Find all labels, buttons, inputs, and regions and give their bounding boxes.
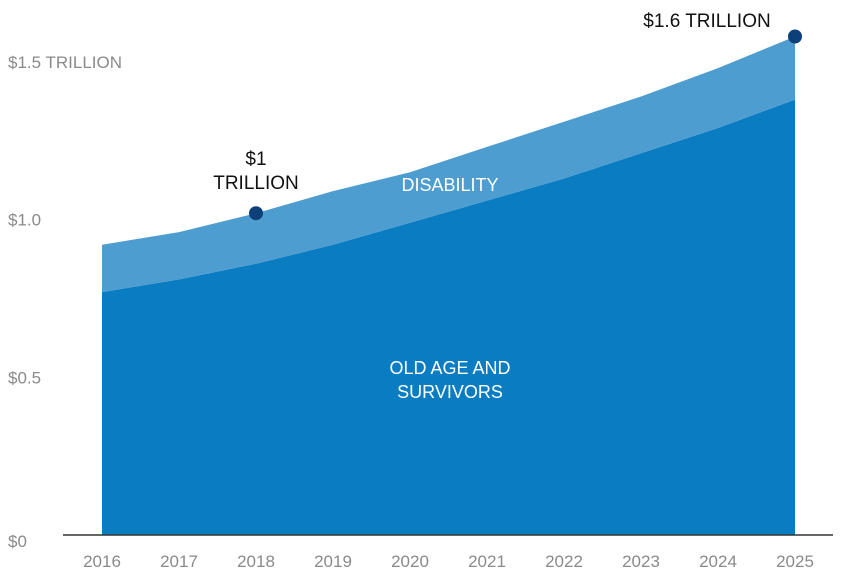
x-tick-label: 2025 bbox=[776, 552, 814, 571]
x-tick-label: 2020 bbox=[391, 552, 429, 571]
series-area-old-age-and-survivors bbox=[102, 99, 795, 535]
series-label: SURVIVORS bbox=[397, 382, 503, 402]
x-tick-label: 2016 bbox=[83, 552, 121, 571]
axes-layer: 2016 2017 2018 2019 2020 2021 2022 2023 2024 2025… bbox=[8, 53, 833, 571]
y-tick-label: $1.5 TRILLION bbox=[8, 53, 122, 72]
y-tick-label: $1.0 bbox=[8, 211, 41, 230]
y-tick-label: $0.5 bbox=[8, 368, 41, 387]
x-tick-label: 2023 bbox=[622, 552, 660, 571]
x-tick-label: 2024 bbox=[699, 552, 737, 571]
annotation-label: $1 bbox=[245, 149, 266, 170]
series-area-disability bbox=[102, 36, 795, 293]
x-tick-label: 2018 bbox=[237, 552, 275, 571]
series-labels: OLD AGE AND SURVIVORS DISABILITY bbox=[389, 175, 510, 402]
x-tick-label: 2019 bbox=[314, 552, 352, 571]
area-layer bbox=[102, 36, 795, 535]
annotation-marker bbox=[788, 29, 802, 44]
annotations-layer: $1 TRILLION $1.6 TRILLION bbox=[213, 11, 802, 221]
series-label: DISABILITY bbox=[401, 175, 498, 195]
y-tick-label: $0 bbox=[8, 532, 27, 551]
x-tick-label: 2017 bbox=[160, 552, 198, 571]
annotation-label: $1.6 TRILLION bbox=[643, 11, 770, 32]
series-label: OLD AGE AND bbox=[389, 358, 510, 378]
annotation-label: TRILLION bbox=[213, 173, 299, 194]
annotation-marker bbox=[249, 206, 263, 221]
x-tick-label: 2022 bbox=[545, 552, 583, 571]
x-tick-label: 2021 bbox=[468, 552, 506, 571]
